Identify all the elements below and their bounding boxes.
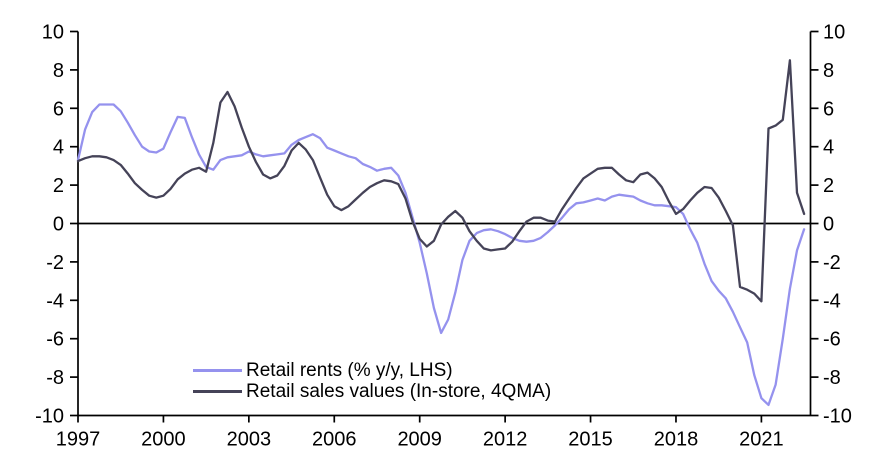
x-tick-label: 2003 — [227, 429, 272, 451]
left-y-tick-label: 0 — [53, 214, 64, 236]
left-y-tick-label: 2 — [53, 175, 64, 197]
left-y-tick-label: -10 — [35, 406, 64, 428]
x-tick-label: 2015 — [568, 429, 613, 451]
right-y-tick-label: -8 — [823, 367, 841, 389]
retail-rents-legend-label: Retail rents (% y/y, LHS) — [246, 360, 453, 381]
left-y-tick-label: -6 — [46, 329, 64, 351]
series-line-retail-rents — [76, 103, 806, 407]
retail-rents-line-swatch — [193, 369, 242, 372]
left-y-tick-label: -2 — [46, 252, 64, 274]
right-y-tick-label: -10 — [823, 406, 852, 428]
right-y-tick-label: 4 — [823, 137, 834, 159]
left-y-tick-label: -8 — [46, 367, 64, 389]
right-y-tick-label: 6 — [823, 98, 834, 120]
right-y-tick-label: -2 — [823, 252, 841, 274]
series-line-retail-sales — [76, 59, 806, 303]
x-tick-label: 1997 — [56, 429, 101, 451]
x-tick-label: 2012 — [483, 429, 528, 451]
right-y-tick-label: -6 — [823, 329, 841, 351]
right-y-tick-label: 0 — [823, 214, 834, 236]
retail-sales-legend-label: Retail sales values (In-store, 4QMA) — [246, 381, 552, 402]
right-y-tick-label: 10 — [823, 22, 845, 44]
left-y-tick-label: 8 — [53, 60, 64, 82]
left-y-tick-label: 4 — [53, 137, 64, 159]
x-tick-label: 2006 — [312, 429, 357, 451]
right-y-tick-label: 8 — [823, 60, 834, 82]
left-y-tick-label: -4 — [46, 290, 64, 312]
x-tick-label: 2021 — [739, 429, 784, 451]
retail-sales-line-swatch — [193, 390, 242, 393]
legend-row-retail-rents: Retail rents (% y/y, LHS) — [193, 360, 551, 381]
left-y-tick-label: 6 — [53, 98, 64, 120]
x-tick-label: 2009 — [397, 429, 442, 451]
left-y-tick-label: 10 — [42, 22, 64, 44]
x-tick-label: 2018 — [654, 429, 699, 451]
right-y-tick-label: -4 — [823, 290, 841, 312]
chart-legend: Retail rents (% y/y, LHS) Retail sales v… — [193, 360, 551, 402]
legend-row-retail-sales: Retail sales values (In-store, 4QMA) — [193, 381, 551, 402]
right-y-tick-label: 2 — [823, 175, 834, 197]
x-tick-label: 2000 — [141, 429, 186, 451]
